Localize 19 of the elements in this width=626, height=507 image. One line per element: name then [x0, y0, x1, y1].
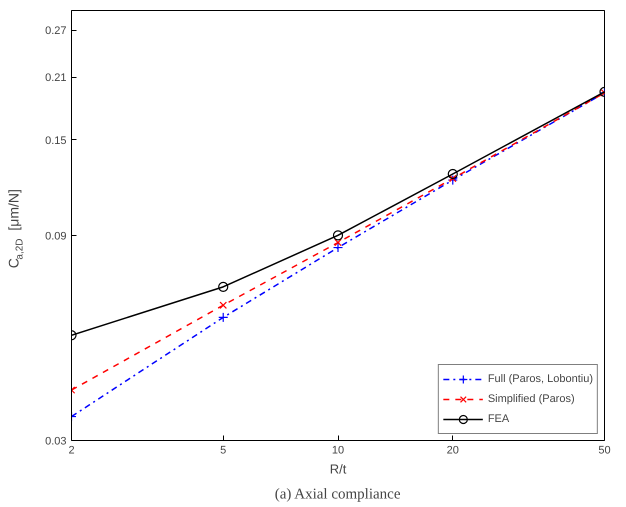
- x-tick-label: 20: [446, 444, 459, 456]
- x-tick-label: 10: [332, 444, 344, 456]
- y-axis-title: Ca,2D [μm/N]: [5, 189, 26, 268]
- legend-label: Simplified (Paros): [488, 393, 575, 405]
- x-tick-label: 2: [68, 444, 75, 456]
- text: (a) Axial compliance: [274, 486, 401, 502]
- point: [332, 242, 344, 253]
- y-tick-label: 0.21: [45, 72, 67, 84]
- y-tick-label: 0.27: [45, 25, 67, 38]
- x-tick-label: 50: [598, 444, 611, 456]
- y-tick-label: 0.03: [45, 436, 67, 448]
- point: [332, 230, 344, 240]
- legend-label: FEA: [488, 413, 510, 425]
- x-tick-label: 5: [220, 444, 226, 456]
- point: [334, 238, 342, 246]
- y-tick-label: 0.09: [45, 230, 67, 242]
- legend-label: Full (Paros, Lobontiu): [488, 373, 593, 385]
- x-axis-title: R/t: [330, 462, 347, 476]
- y-tick-label: 0.15: [45, 134, 67, 147]
